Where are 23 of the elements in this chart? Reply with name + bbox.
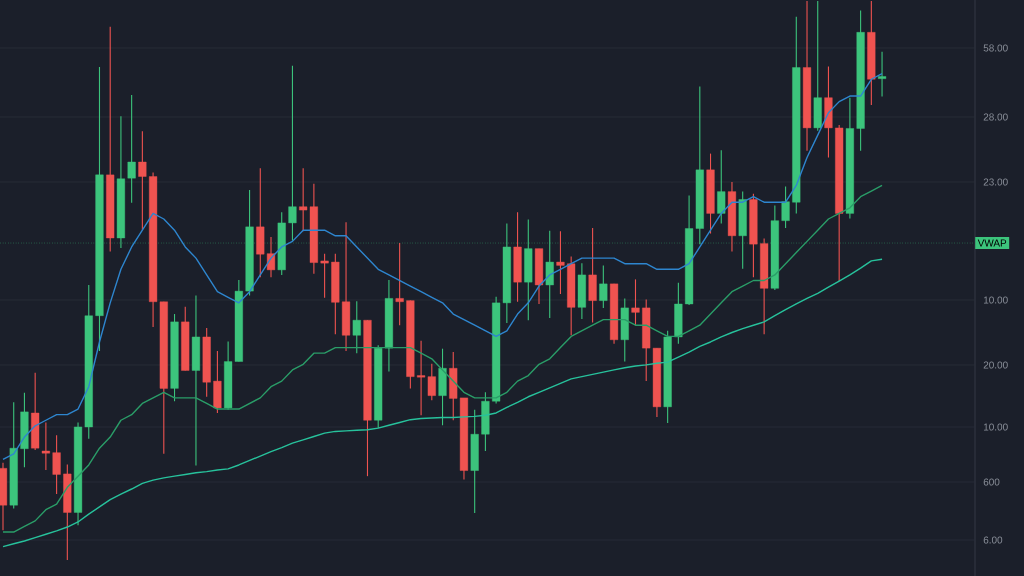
candlestick xyxy=(717,149,726,225)
candlestick xyxy=(320,253,329,299)
candlestick xyxy=(599,264,608,309)
candlestick xyxy=(556,230,565,295)
candlestick xyxy=(288,65,297,242)
candlestick xyxy=(52,434,61,495)
ref-line-label: VWAP xyxy=(977,239,1007,247)
candlestick xyxy=(138,130,147,231)
candlestick xyxy=(127,94,136,204)
candlestick xyxy=(41,421,50,471)
candlestick xyxy=(631,278,640,326)
text: 10.00 xyxy=(983,296,1008,304)
candlestick xyxy=(352,300,361,354)
text: 23.00 xyxy=(983,178,1008,186)
text: 10.00 xyxy=(983,423,1008,431)
text: 600 xyxy=(983,478,1000,486)
text: 58.00 xyxy=(983,44,1008,52)
text: 28.00 xyxy=(983,113,1008,121)
candlestick xyxy=(781,186,790,229)
text: 20.00 xyxy=(983,361,1008,369)
candlestick xyxy=(877,51,887,98)
text: 6.00 xyxy=(983,536,1003,544)
candlestick xyxy=(395,242,404,326)
